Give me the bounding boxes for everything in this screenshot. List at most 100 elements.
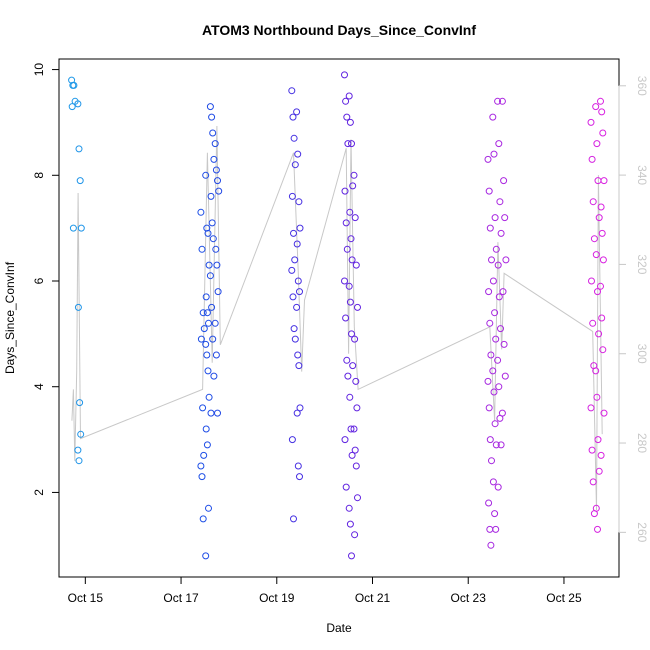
data-point [205,504,212,512]
data-point [296,288,303,296]
data-point [342,219,350,227]
data-point [491,309,499,317]
data-point [205,393,213,401]
data-point [346,208,354,216]
data-point [502,256,510,264]
data-point [590,235,598,243]
data-point [489,277,497,285]
data-point [211,319,219,327]
data-point [204,229,212,237]
data-point [207,409,215,417]
data-point [198,245,206,253]
x-tick-label: Oct 25 [546,591,582,605]
data-point [501,214,509,222]
data-point [343,245,351,253]
data-point [289,293,297,301]
data-point [290,134,298,142]
x-tick-label: Oct 15 [68,591,104,605]
data-point [597,451,605,459]
x-tick-label: Oct 23 [451,591,487,605]
data-point [349,182,357,190]
data-point [592,251,600,259]
secondary-y-axis: 260 280 300 320 340 360 [618,76,649,543]
data-point [489,113,497,121]
data-point [197,462,205,470]
data-point [349,362,357,370]
data-point [212,245,220,253]
data-point [296,224,304,232]
y2-tick-label: 360 [635,76,649,96]
data-point [212,166,220,174]
y2-tick-label: 260 [635,522,649,542]
data-point [497,325,504,333]
data-point [205,261,213,269]
data-point [587,404,595,412]
data-point [346,393,354,401]
data-point [488,457,495,465]
data-point [595,467,603,475]
y-tick-label: 10 [32,63,46,77]
data-point [489,478,497,486]
data-point [288,436,296,444]
data-point [210,155,218,163]
data-point [594,288,601,296]
data-point [495,140,503,148]
data-point [347,425,355,433]
data-point [295,198,303,206]
data-point [497,229,505,237]
data-point [350,425,358,433]
data-point [294,277,302,285]
data-point [592,367,600,375]
data-point [598,108,606,116]
data-point [354,494,361,502]
y2-tick-label: 280 [635,433,649,453]
data-point [202,552,210,560]
y2-tick-label: 300 [635,344,649,364]
data-points [68,71,608,560]
data-point [213,261,221,269]
y-axis-label: Days_Since_ConvInf [3,261,17,374]
data-point [206,272,214,280]
data-point [294,150,302,158]
data-point [197,335,205,343]
data-point [203,441,211,449]
data-point [341,71,348,79]
data-point [484,155,492,163]
data-point [214,409,221,417]
data-point [487,541,495,549]
data-point [485,288,493,296]
data-point [289,113,297,121]
data-point [291,256,299,264]
data-point [351,335,359,343]
data-point [599,129,607,137]
data-point [74,446,82,454]
data-point [211,140,219,148]
data-point [204,367,212,375]
y-axis: 2 4 6 8 10 [32,63,60,496]
data-point [291,335,299,343]
data-point [206,103,214,111]
data-point [296,404,304,412]
data-point [342,314,350,322]
data-point [212,351,220,359]
y-tick-label: 4 [32,383,46,390]
data-point [485,187,493,195]
data-point [347,235,355,243]
data-point [74,303,82,311]
data-point [351,446,359,454]
data-point [346,520,354,528]
data-point [208,303,216,311]
data-point [492,525,500,533]
data-point [589,319,597,327]
data-point [492,441,500,449]
data-point [500,177,508,185]
data-point [492,245,500,253]
data-point [295,362,303,370]
data-point [77,224,85,232]
data-point [290,325,298,333]
data-point [197,208,205,216]
data-point [486,224,494,232]
data-point [290,229,297,237]
data-point [342,97,350,105]
data-point [341,187,349,195]
